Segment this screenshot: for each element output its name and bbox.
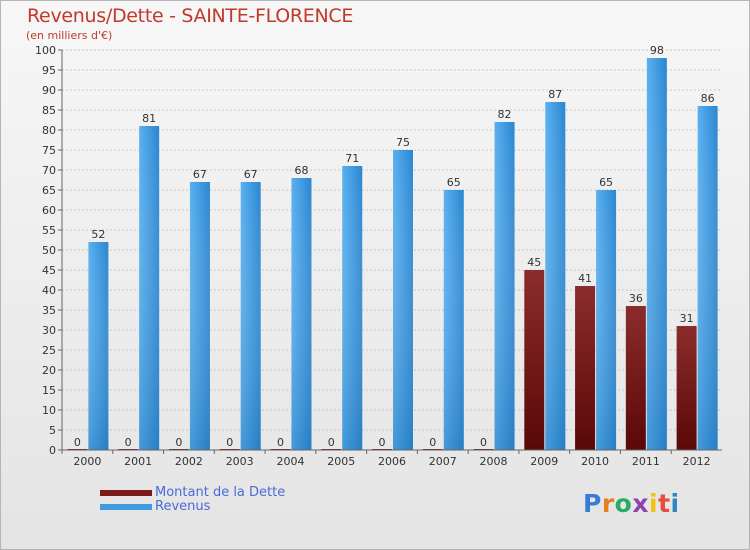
x-tick-label: 2010 — [581, 455, 609, 468]
bar-revenue-shade — [342, 166, 363, 450]
logo-letter: i — [670, 489, 680, 518]
bar-revenue-shade — [139, 126, 160, 450]
bar-revenue-shade — [443, 190, 464, 450]
bar-revenue-shade — [189, 182, 210, 450]
data-label-debt: 0 — [379, 436, 386, 449]
y-tick-label: 50 — [42, 244, 56, 257]
labels-group: 0 52 0 81 0 67 0 67 0 68 0 71 0 75 0 65 0 82 45 87 41 65 36 98 3… — [74, 44, 715, 449]
logo-letter: t — [658, 489, 671, 518]
bars-group — [67, 58, 718, 451]
data-label-revenue: 82 — [498, 108, 512, 121]
x-tick-label: 2007 — [429, 455, 457, 468]
data-label-debt: 0 — [175, 436, 182, 449]
data-label-debt: 45 — [527, 256, 541, 269]
bar-revenue-shade — [88, 242, 109, 450]
chart-subtitle: (en milliers d'€) — [26, 29, 113, 42]
bar-debt — [524, 270, 545, 450]
legend-swatch-debt — [100, 490, 152, 496]
y-tick-label: 90 — [42, 84, 56, 97]
data-label-revenue: 98 — [650, 44, 664, 57]
axes-group: 0 5 10 15 20 25 30 35 40 45 50 55 60 65 70 75 80 85 90 95 10… — [35, 44, 722, 468]
bar-revenue-shade — [393, 150, 413, 450]
bar-revenue-shade — [240, 182, 261, 450]
bar-revenue-shade — [697, 106, 718, 450]
data-label-debt: 41 — [578, 272, 592, 285]
data-label-revenue: 71 — [345, 152, 359, 165]
x-tick-label: 2006 — [378, 455, 406, 468]
data-label-revenue: 67 — [244, 168, 258, 181]
x-tick-label: 2011 — [632, 455, 660, 468]
data-label-revenue: 65 — [447, 176, 461, 189]
data-label-debt: 0 — [125, 436, 132, 449]
data-label-debt: 0 — [328, 436, 335, 449]
chart-title: Revenus/Dette - SAINTE-FLORENCE — [27, 5, 354, 27]
data-label-debt: 0 — [74, 436, 81, 449]
data-label-revenue: 87 — [548, 88, 562, 101]
y-tick-label: 100 — [35, 44, 56, 57]
y-tick-label: 40 — [42, 284, 56, 297]
y-tick-label: 15 — [42, 384, 56, 397]
data-label-revenue: 65 — [599, 176, 613, 189]
logo-letter: P — [583, 489, 602, 518]
x-tick-label: 2009 — [530, 455, 558, 468]
y-tick-label: 45 — [42, 264, 56, 277]
data-label-debt: 0 — [277, 436, 284, 449]
x-tick-label: 2002 — [175, 455, 203, 468]
y-tick-label: 5 — [49, 424, 56, 437]
x-tick-label: 2004 — [276, 455, 304, 468]
data-label-debt: 0 — [480, 436, 487, 449]
legend-label-debt: Montant de la Dette — [155, 485, 286, 500]
y-tick-label: 85 — [42, 104, 56, 117]
y-tick-label: 65 — [42, 184, 56, 197]
proxiti-logo: Proxiti — [583, 489, 680, 518]
data-label-debt: 0 — [429, 436, 436, 449]
y-tick-label: 20 — [42, 364, 56, 377]
x-tick-label: 2001 — [124, 455, 152, 468]
data-label-debt: 0 — [226, 436, 233, 449]
x-tick-label: 2008 — [480, 455, 508, 468]
bar-revenue-shade — [494, 122, 515, 450]
data-label-debt: 36 — [629, 292, 643, 305]
bar-debt — [625, 306, 646, 450]
y-tick-label: 95 — [42, 64, 56, 77]
bar-debt — [575, 286, 596, 450]
data-label-debt: 31 — [680, 312, 694, 325]
y-tick-label: 0 — [49, 444, 56, 457]
logo-letter: x — [632, 489, 649, 518]
legend-label-revenue: Revenus — [155, 499, 211, 514]
bar-revenue-shade — [291, 178, 312, 450]
grid-lines — [62, 49, 722, 451]
y-tick-label: 35 — [42, 304, 56, 317]
x-tick-label: 2000 — [73, 455, 101, 468]
legend-swatch-revenue — [100, 504, 152, 510]
x-tick-label: 2012 — [683, 455, 711, 468]
y-tick-label: 10 — [42, 404, 56, 417]
bar-debt — [676, 326, 697, 450]
data-label-revenue: 52 — [91, 228, 105, 241]
logo-letter: r — [601, 489, 615, 518]
y-tick-label: 55 — [42, 224, 56, 237]
logo-letter: i — [649, 489, 659, 518]
data-label-revenue: 68 — [294, 164, 308, 177]
x-tick-label: 2005 — [327, 455, 355, 468]
bar-revenue-shade — [545, 102, 566, 450]
data-label-revenue: 67 — [193, 168, 207, 181]
x-tick-label: 2003 — [226, 455, 254, 468]
y-tick-label: 25 — [42, 344, 56, 357]
y-tick-label: 60 — [42, 204, 56, 217]
bar-revenue-shade — [596, 190, 617, 450]
data-label-revenue: 75 — [396, 136, 410, 149]
data-label-revenue: 86 — [701, 92, 715, 105]
y-tick-label: 80 — [42, 124, 56, 137]
y-tick-label: 30 — [42, 324, 56, 337]
data-label-revenue: 81 — [142, 112, 156, 125]
logo-letter: o — [614, 489, 633, 518]
bar-revenue-shade — [646, 58, 667, 450]
y-tick-label: 70 — [42, 164, 56, 177]
y-tick-label: 75 — [42, 144, 56, 157]
